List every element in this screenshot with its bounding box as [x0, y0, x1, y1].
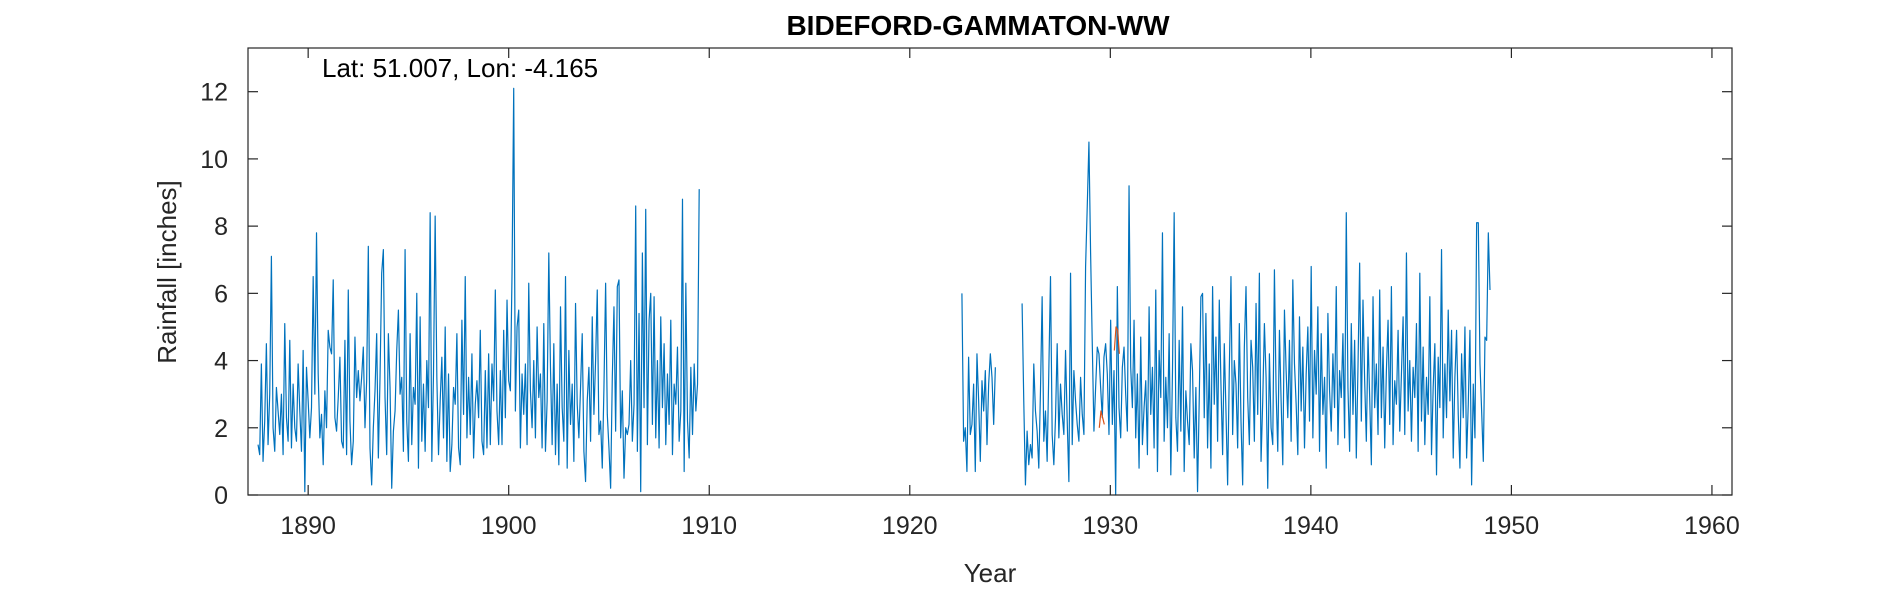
x-tick-label: 1910: [681, 512, 737, 540]
x-tick-label: 1950: [1484, 512, 1540, 540]
plot-background: [248, 48, 1732, 495]
x-tick-label: 1900: [481, 512, 537, 540]
x-axis-label: Year: [964, 558, 1017, 588]
x-tick-label: 1920: [882, 512, 938, 540]
location-annotation: Lat: 51.007, Lon: -4.165: [322, 53, 598, 83]
x-tick-label: 1960: [1684, 512, 1740, 540]
series-0-segment-0-line: [257, 87, 700, 493]
y-axis-ticks: 0 2 4 6 8 10 12: [200, 79, 1732, 510]
axes-box: [247, 47, 1733, 496]
series-layer: [257, 87, 1491, 496]
series-1-segment-0-line: [1098, 410, 1105, 428]
series-1-segment-1-line: [1113, 326, 1120, 354]
plot-area: 1890 1900 1910 1920 1930 1940 1950 1960 0 2 4 6 8 10…: [200, 47, 1740, 540]
y-tick-label: 4: [214, 348, 228, 376]
x-tick-label: 1890: [280, 512, 336, 540]
y-tick-label: 8: [214, 213, 228, 241]
y-axis-label: Rainfall [inches]: [152, 180, 182, 364]
y-tick-label: 2: [214, 415, 228, 443]
x-tick-label: 1930: [1083, 512, 1139, 540]
y-tick-label: 0: [214, 482, 228, 510]
x-axis-ticks: 1890 1900 1910 1920 1930 1940 1950 1960: [280, 48, 1740, 540]
x-tick-label: 1940: [1283, 512, 1339, 540]
series-0-segment-2-line: [1021, 141, 1491, 496]
y-tick-label: 12: [200, 79, 228, 107]
series-0-segment-1-line: [961, 293, 996, 473]
y-tick-label: 6: [214, 280, 228, 308]
y-tick-label: 10: [200, 146, 228, 174]
chart-title: BIDEFORD-GAMMATON-WW: [786, 10, 1170, 41]
